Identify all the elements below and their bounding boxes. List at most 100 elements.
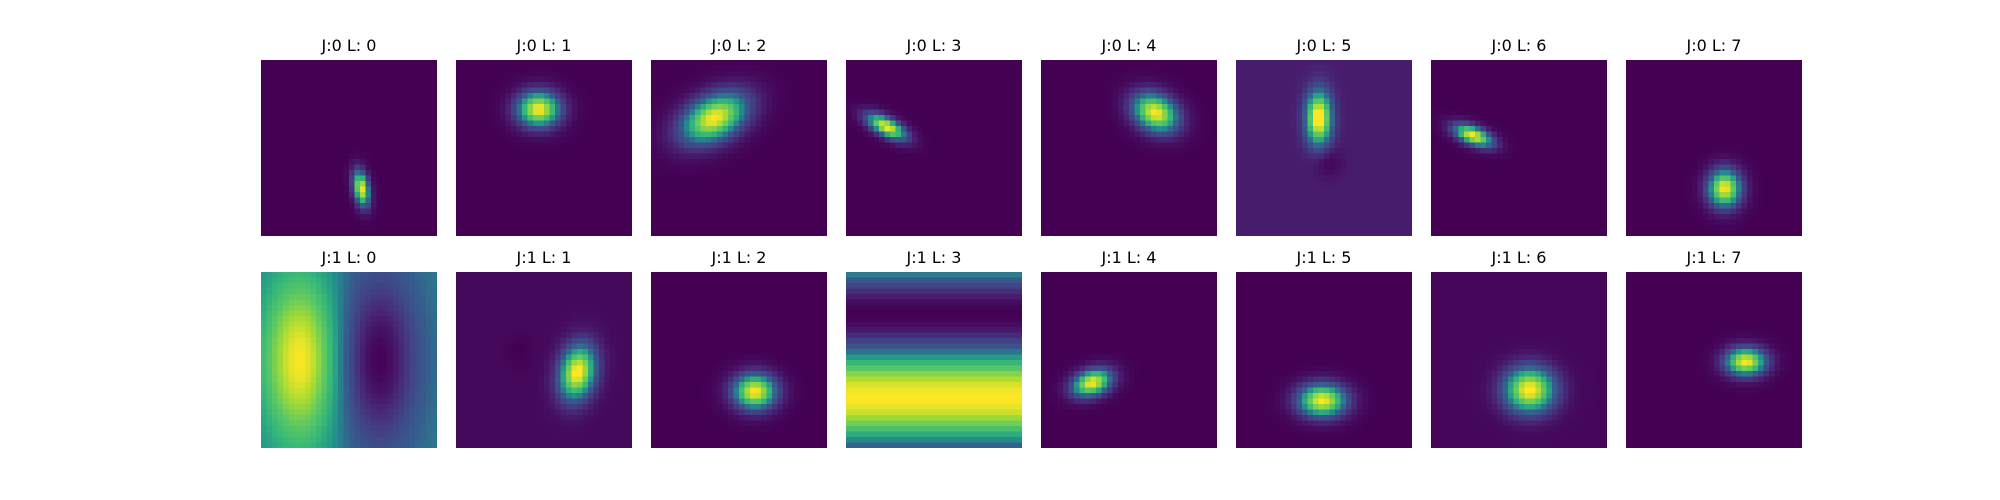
heatmap-cell — [288, 181, 295, 187]
heatmap-cell — [651, 137, 657, 143]
heatmap-cell — [934, 164, 940, 171]
heatmap-cell — [1112, 192, 1119, 198]
heatmap-cell — [294, 186, 300, 193]
heatmap-cell — [695, 126, 701, 132]
heatmap-cell — [862, 120, 869, 127]
heatmap-cell — [577, 87, 583, 94]
heatmap-cell — [299, 230, 306, 236]
heatmap-cell — [615, 148, 622, 154]
heatmap-cell — [978, 87, 984, 94]
heatmap-cell — [755, 93, 762, 99]
heatmap-cell — [857, 175, 863, 182]
heatmap-cell — [461, 87, 468, 94]
heatmap-cell — [810, 87, 817, 94]
heatmap-cell — [299, 82, 306, 88]
heatmap-cell — [1011, 104, 1017, 110]
heatmap-cell — [283, 186, 289, 193]
heatmap-cell — [1041, 109, 1047, 116]
heatmap-cell — [483, 186, 490, 193]
heatmap-cell — [805, 109, 811, 116]
heatmap-cell — [794, 230, 800, 236]
heatmap-cell — [934, 225, 940, 231]
heatmap-cell — [516, 208, 523, 215]
heatmap-cell — [349, 65, 355, 72]
heatmap-cell — [387, 219, 394, 226]
heatmap-cell — [673, 225, 679, 231]
heatmap-cell — [560, 192, 567, 198]
heatmap-cell — [522, 71, 528, 77]
heatmap-cell — [862, 82, 869, 88]
heatmap-cell — [560, 203, 567, 209]
heatmap-cell — [420, 76, 427, 83]
heatmap-cell — [387, 164, 394, 171]
heatmap-cell — [299, 148, 306, 154]
heatmap-cell — [1112, 120, 1119, 127]
heatmap-cell — [662, 76, 668, 83]
heatmap-cell — [1107, 76, 1113, 83]
heatmap-cell — [722, 214, 729, 220]
heatmap-cell — [426, 60, 432, 66]
heatmap-cell — [316, 115, 322, 121]
heatmap-cell — [294, 137, 300, 143]
heatmap-cell — [945, 137, 951, 143]
heatmap-cell — [577, 71, 583, 77]
heatmap-cell — [689, 109, 696, 116]
heatmap-cell — [615, 71, 622, 77]
heatmap-cell — [884, 208, 891, 215]
heatmap-cell — [939, 192, 946, 198]
heatmap-cell — [816, 208, 822, 215]
heatmap-cell — [376, 104, 383, 110]
heatmap-cell — [755, 219, 762, 226]
heatmap-cell — [761, 203, 767, 209]
heatmap-cell — [873, 203, 880, 209]
heatmap-cell — [604, 225, 611, 231]
heatmap-cell — [978, 98, 984, 105]
heatmap-cell — [788, 203, 795, 209]
heatmap-cell — [467, 175, 473, 182]
heatmap-cell — [851, 104, 858, 110]
heatmap-cell — [788, 93, 795, 99]
heatmap-cell — [1140, 148, 1146, 154]
heatmap-cell — [884, 192, 891, 198]
heatmap-cell — [426, 120, 432, 127]
heatmap-cell — [1101, 109, 1108, 116]
heatmap-cell — [1063, 181, 1069, 187]
heatmap-cell — [656, 192, 663, 198]
heatmap-cell — [549, 230, 556, 236]
heatmap-cell — [695, 131, 701, 138]
heatmap-cell — [862, 126, 869, 132]
heatmap-cell — [728, 230, 734, 236]
heatmap-cell — [967, 219, 973, 226]
heatmap-cell — [387, 109, 394, 116]
heatmap-cell — [283, 137, 289, 143]
heatmap-cell — [582, 131, 589, 138]
heatmap-cell — [1090, 208, 1097, 215]
heatmap-cell — [382, 192, 388, 198]
heatmap-cell — [494, 208, 501, 215]
heatmap-cell — [376, 71, 383, 77]
heatmap-cell — [1211, 203, 1217, 209]
heatmap-cell — [651, 60, 657, 66]
heatmap-cell — [678, 98, 685, 105]
heatmap-cell — [1134, 98, 1141, 105]
heatmap-cell — [1189, 137, 1196, 143]
heatmap-cell — [1134, 203, 1141, 209]
heatmap-cell — [349, 87, 355, 94]
heatmap-cell — [1195, 181, 1201, 187]
heatmap-cell — [1200, 76, 1207, 83]
heatmap-cell — [744, 87, 751, 94]
heatmap-cell — [1063, 60, 1069, 66]
heatmap-cell — [1085, 197, 1091, 204]
heatmap-cell — [667, 60, 674, 66]
heatmap-cell — [651, 225, 657, 231]
heatmap-cell — [1195, 82, 1201, 88]
heatmap-cell — [610, 208, 616, 215]
heatmap-cell — [1057, 137, 1064, 143]
heatmap-cell — [332, 137, 339, 143]
heatmap-cell — [788, 230, 795, 236]
heatmap-cell — [538, 203, 545, 209]
heatmap-cell — [950, 137, 957, 143]
heatmap-cell — [1167, 175, 1174, 182]
heatmap-cell — [728, 137, 734, 143]
heatmap-cell — [961, 230, 968, 236]
